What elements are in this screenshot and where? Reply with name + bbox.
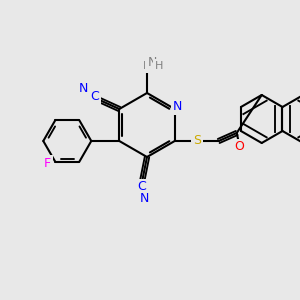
- Text: H: H: [155, 61, 163, 71]
- Text: N: N: [173, 100, 182, 113]
- Text: C: C: [90, 91, 99, 103]
- Text: N: N: [79, 82, 88, 95]
- Text: H: H: [143, 61, 151, 71]
- Text: O: O: [234, 140, 244, 154]
- Text: N: N: [147, 56, 157, 68]
- Text: N: N: [139, 193, 149, 206]
- Text: F: F: [44, 157, 51, 170]
- Text: S: S: [193, 134, 201, 148]
- Text: C: C: [138, 181, 146, 194]
